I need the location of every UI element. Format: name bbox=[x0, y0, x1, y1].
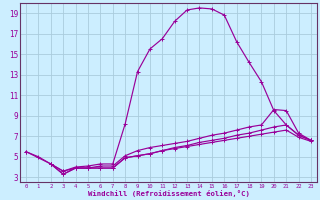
X-axis label: Windchill (Refroidissement éolien,°C): Windchill (Refroidissement éolien,°C) bbox=[88, 190, 250, 197]
